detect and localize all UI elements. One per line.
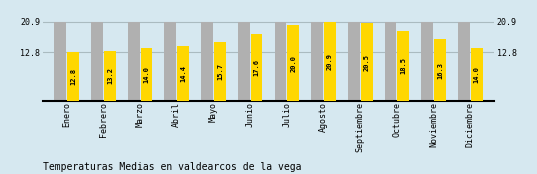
Text: 14.0: 14.0 bbox=[143, 66, 150, 83]
Text: 14.0: 14.0 bbox=[474, 66, 480, 83]
Bar bbox=[201, 22, 213, 101]
Bar bbox=[434, 39, 446, 101]
Text: 20.5: 20.5 bbox=[364, 54, 369, 71]
Bar bbox=[91, 22, 103, 101]
Text: 15.7: 15.7 bbox=[217, 63, 223, 80]
Bar bbox=[458, 22, 470, 101]
Text: 20.0: 20.0 bbox=[291, 55, 296, 72]
Text: 13.2: 13.2 bbox=[107, 68, 113, 84]
Bar bbox=[141, 48, 153, 101]
Bar bbox=[421, 22, 433, 101]
Text: 16.3: 16.3 bbox=[437, 62, 443, 79]
Bar bbox=[348, 22, 360, 101]
Bar bbox=[324, 22, 336, 101]
Text: 12.8: 12.8 bbox=[70, 68, 76, 85]
Bar bbox=[274, 22, 286, 101]
Bar bbox=[177, 46, 189, 101]
Bar bbox=[287, 25, 299, 101]
Bar bbox=[164, 22, 176, 101]
Text: 14.4: 14.4 bbox=[180, 65, 186, 82]
Bar bbox=[238, 22, 250, 101]
Bar bbox=[361, 23, 373, 101]
Bar bbox=[104, 51, 116, 101]
Bar bbox=[128, 22, 140, 101]
Bar bbox=[251, 34, 263, 101]
Bar bbox=[67, 53, 79, 101]
Bar bbox=[384, 22, 396, 101]
Text: Temperaturas Medias en valdearcos de la vega: Temperaturas Medias en valdearcos de la … bbox=[43, 162, 301, 172]
Bar bbox=[471, 48, 483, 101]
Text: 20.9: 20.9 bbox=[327, 53, 333, 70]
Bar bbox=[311, 22, 323, 101]
Bar bbox=[397, 31, 409, 101]
Bar bbox=[214, 42, 226, 101]
Bar bbox=[54, 22, 66, 101]
Text: 18.5: 18.5 bbox=[400, 57, 407, 74]
Text: 17.6: 17.6 bbox=[253, 59, 259, 76]
